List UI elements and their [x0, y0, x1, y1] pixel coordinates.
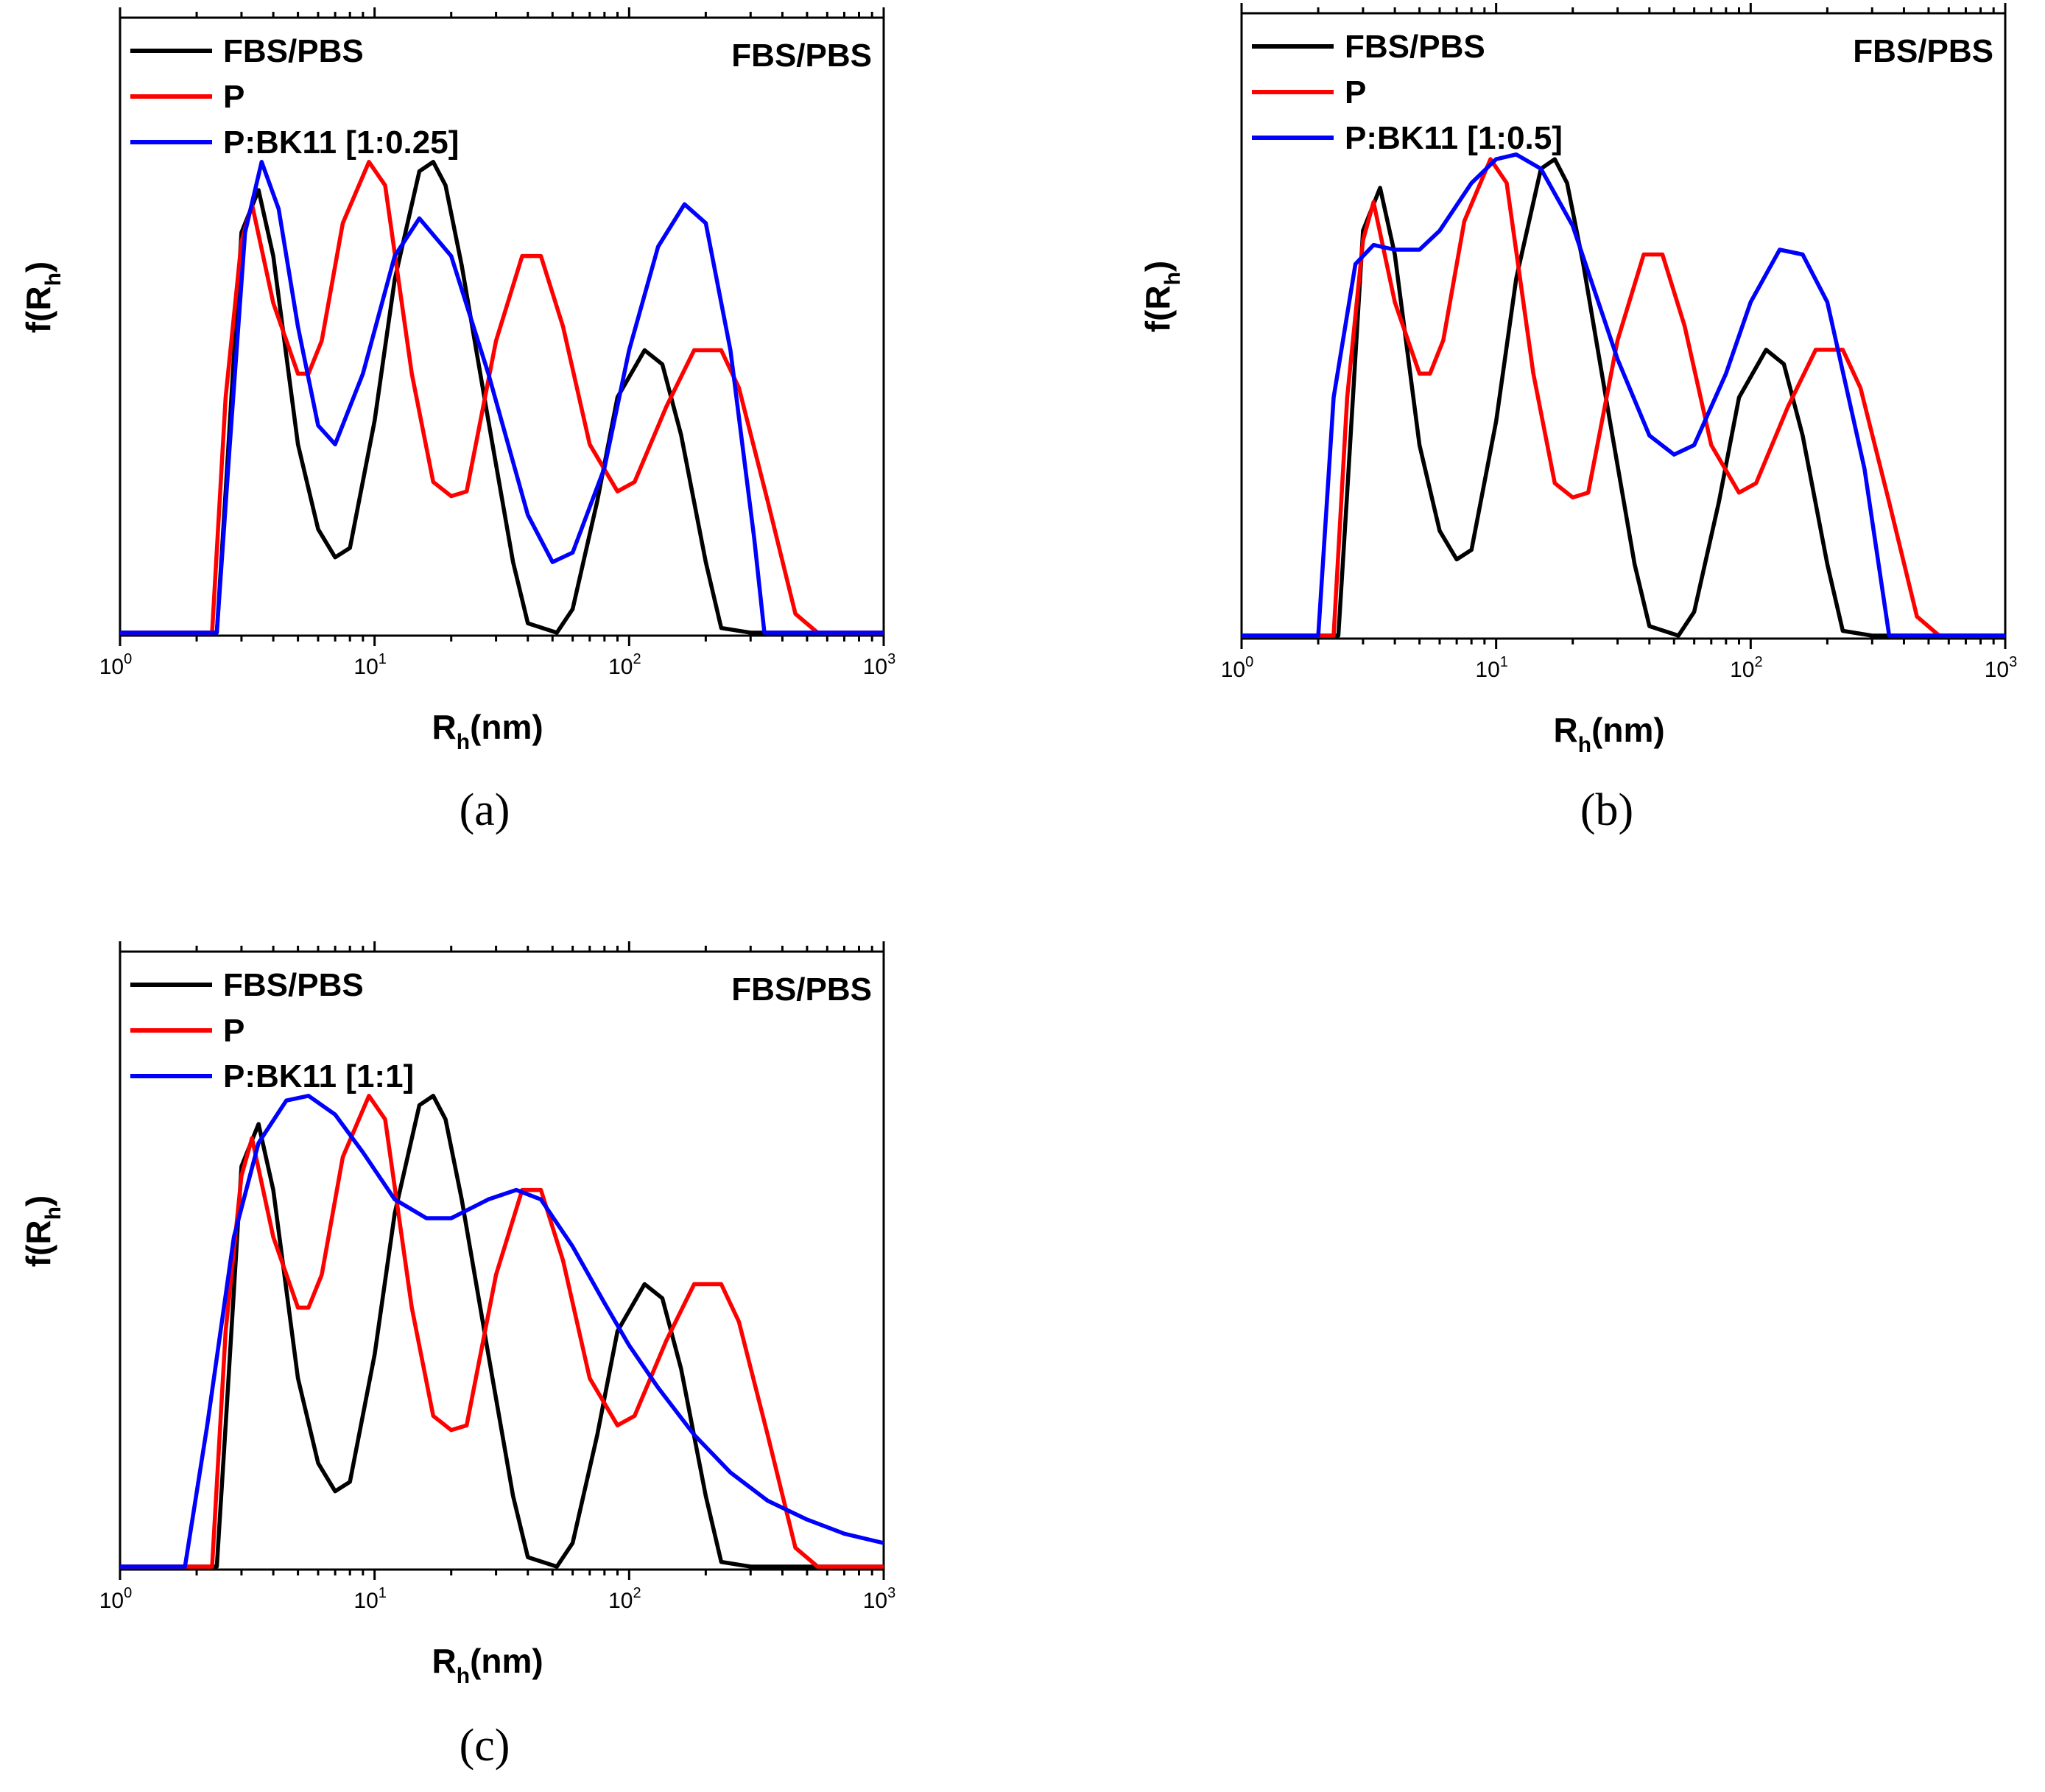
x-tick-exp: 1 [1500, 654, 1508, 670]
panel-label: (b) [1580, 785, 1633, 835]
legend-label: FBS/PBS [223, 967, 364, 1003]
y-axis-label-tail: ) [19, 1195, 57, 1206]
y-axis-label-main: f(R [1138, 285, 1177, 332]
x-tick-label: 103 [863, 1585, 896, 1613]
series-line-2 [120, 160, 884, 635]
y-axis-label-sub: h [1161, 272, 1185, 285]
x-tick-base: 10 [353, 655, 378, 679]
x-axis-label-main: R [432, 708, 457, 746]
y-axis-label: f(Rh) [19, 1195, 66, 1268]
x-tick-exp: 3 [887, 1585, 895, 1601]
y-axis-label: f(Rh) [19, 261, 66, 334]
panel-label: (a) [460, 785, 510, 835]
x-axis-label: Rh(nm) [432, 1642, 543, 1688]
legend-label: P:BK11 [1:1] [223, 1058, 414, 1094]
x-tick-base: 10 [608, 655, 633, 679]
series-line-1 [120, 160, 884, 635]
series-line-0 [120, 1094, 884, 1569]
corner-label: FBS/PBS [731, 971, 872, 1008]
legend-label: FBS/PBS [1345, 29, 1485, 65]
x-axis-label-main: R [432, 1642, 457, 1680]
x-tick-label: 100 [99, 651, 133, 679]
y-axis-label-tail: ) [1138, 261, 1177, 272]
x-tick-base: 10 [608, 1589, 633, 1613]
series-line-2 [1242, 152, 2005, 638]
series-line-1 [120, 1094, 884, 1569]
x-tick-label: 103 [1985, 654, 2018, 682]
legend-label: P [1345, 74, 1366, 110]
y-axis-label-tail: ) [19, 261, 57, 273]
x-tick-exp: 1 [379, 1585, 387, 1601]
x-tick-exp: 3 [887, 651, 895, 667]
x-tick-label: 101 [353, 1585, 386, 1613]
plot-frame [1240, 12, 2007, 640]
x-tick-label: 100 [99, 1585, 133, 1613]
legend-label: P [223, 1013, 244, 1049]
x-axis-label-main: R [1554, 711, 1578, 749]
x-tick-base: 10 [863, 1589, 887, 1613]
x-tick-base: 10 [1985, 658, 2009, 682]
x-tick-label: 102 [608, 651, 641, 679]
x-tick-label: 101 [353, 651, 386, 679]
x-tick-base: 10 [99, 1589, 124, 1613]
y-axis-label-sub: h [41, 273, 66, 286]
x-tick-label: 102 [1730, 654, 1763, 682]
x-tick-base: 10 [1221, 658, 1245, 682]
y-axis-label-main: f(R [19, 286, 57, 333]
x-tick-label: 102 [608, 1585, 641, 1613]
x-axis-label: Rh(nm) [1554, 711, 1665, 757]
x-tick-base: 10 [353, 1589, 378, 1613]
plot-frame [119, 950, 885, 1571]
x-tick-label: 103 [863, 651, 896, 679]
series-line-2 [120, 1094, 884, 1569]
x-tick-exp: 2 [633, 651, 641, 667]
legend-label: P:BK11 [1:0.25] [223, 124, 459, 161]
x-tick-label: 101 [1475, 654, 1507, 682]
x-tick-base: 10 [863, 655, 887, 679]
x-axis-label-sub: h [1578, 733, 1591, 757]
legend-label: P:BK11 [1:0.5] [1345, 120, 1563, 156]
x-tick-exp: 0 [124, 1585, 132, 1601]
x-tick-exp: 3 [2009, 654, 2017, 670]
corner-label: FBS/PBS [731, 38, 872, 74]
x-axis-label-tail: (nm) [470, 708, 543, 746]
x-tick-exp: 0 [124, 651, 132, 667]
y-axis-label-sub: h [41, 1206, 66, 1220]
plot-frame [119, 16, 885, 637]
x-axis-label: Rh(nm) [432, 708, 543, 754]
x-tick-base: 10 [99, 655, 124, 679]
series-line-1 [1242, 157, 2005, 638]
corner-label: FBS/PBS [1853, 33, 1993, 69]
x-axis-label-tail: (nm) [1591, 711, 1665, 749]
x-tick-exp: 0 [1245, 654, 1253, 670]
x-tick-exp: 2 [1754, 654, 1762, 670]
x-tick-base: 10 [1730, 658, 1754, 682]
legend-label: P [223, 79, 244, 115]
y-axis-label-main: f(R [19, 1220, 57, 1267]
x-tick-label: 100 [1221, 654, 1254, 682]
series-line-0 [1242, 157, 2005, 638]
legend-label: FBS/PBS [223, 33, 364, 69]
x-axis-label-sub: h [457, 1664, 470, 1688]
x-tick-base: 10 [1475, 658, 1499, 682]
x-tick-exp: 2 [633, 1585, 641, 1601]
x-axis-label-tail: (nm) [470, 1642, 543, 1680]
x-axis-label-sub: h [457, 730, 470, 754]
panel-label: (c) [460, 1721, 510, 1771]
y-axis-label: f(Rh) [1138, 261, 1185, 333]
x-tick-exp: 1 [379, 651, 387, 667]
series-line-0 [120, 160, 884, 635]
